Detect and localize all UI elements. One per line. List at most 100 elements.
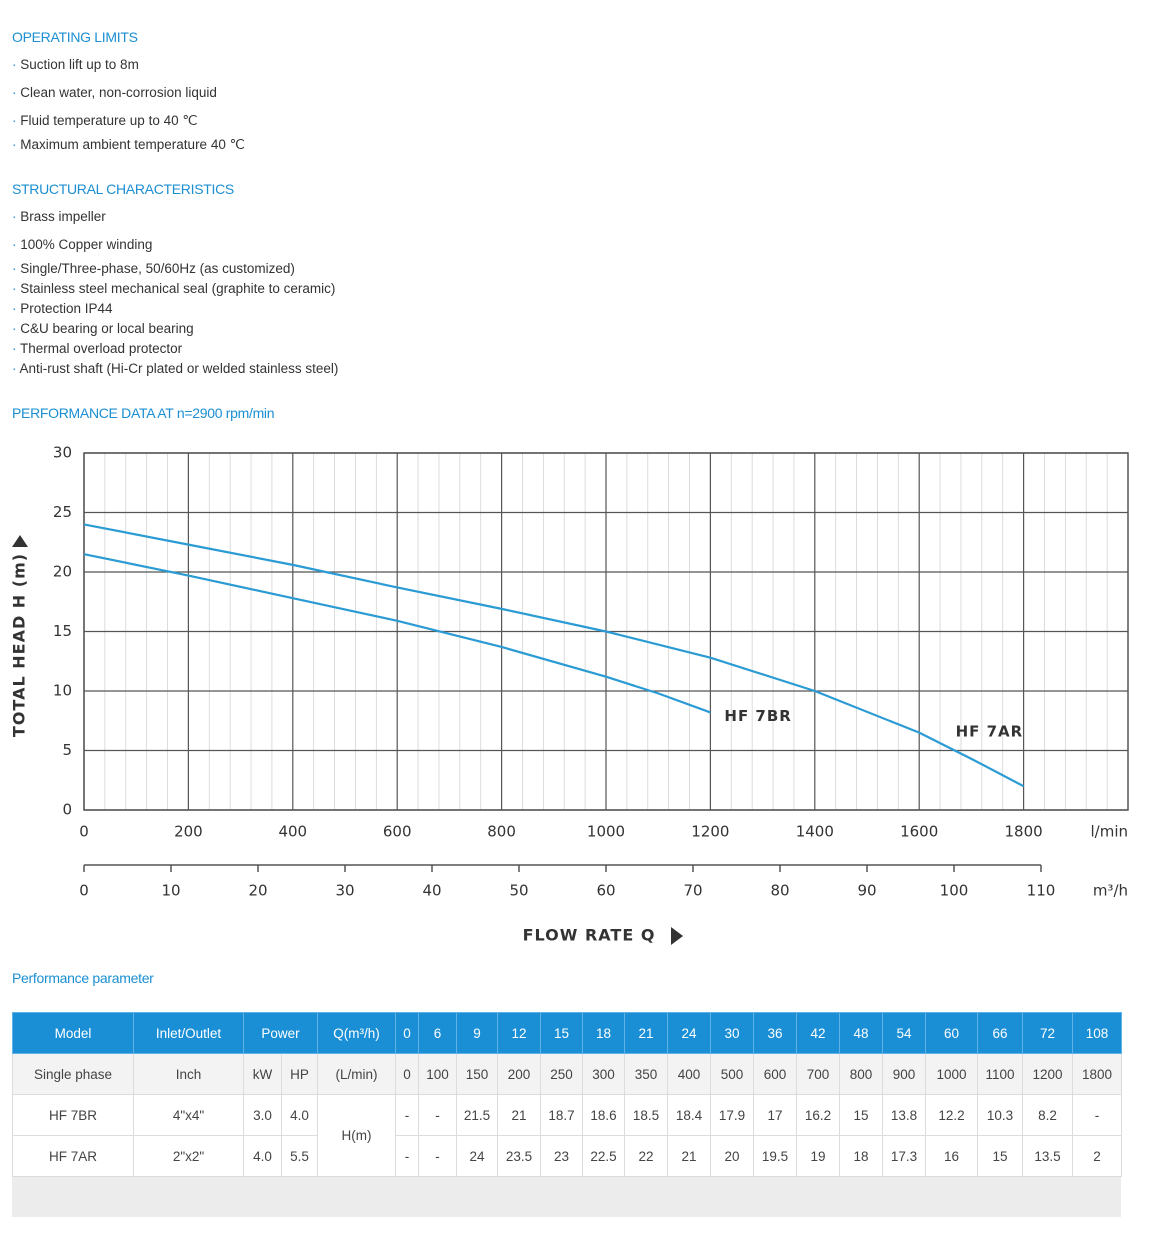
bullet-item: Fluid temperature up to 40 ℃: [12, 113, 197, 129]
x-tick-label: 1000: [587, 823, 625, 841]
header-cell: 6: [418, 1012, 458, 1054]
table-footer: [12, 1177, 1121, 1217]
value-cell: 16.2: [796, 1094, 841, 1136]
bullet-item: Anti-rust shaft (Hi-Cr plated or welded …: [12, 361, 339, 377]
value-cell: 17: [753, 1094, 798, 1136]
header-cell: 66: [977, 1012, 1024, 1054]
value-cell: 19.5: [753, 1135, 798, 1177]
value-cell: 10.3: [977, 1094, 1024, 1136]
data-row: HF 7BR 4"x4" 3.0 4.0 H(m) - -21.5 21 18.7 18.6 18.…: [12, 1094, 1123, 1177]
header-cell: 15: [540, 1012, 584, 1054]
arrow: [12, 535, 28, 547]
unit-cell: Inch: [133, 1053, 244, 1095]
bullet-item: Stainless steel mechanical seal (graphit…: [12, 281, 335, 297]
hp-cell: 4.0: [280, 1094, 319, 1136]
x2-tick-label: 30: [335, 882, 354, 900]
value-cell: 23.5: [497, 1135, 542, 1177]
unit-cell: 100: [418, 1053, 458, 1095]
table-title: Performance parameter: [12, 970, 154, 986]
y-tick-label: 25: [53, 503, 72, 521]
unit-cell: kW: [243, 1053, 282, 1095]
value-cell: 18.4: [667, 1094, 712, 1136]
unit-cell: 600: [753, 1053, 798, 1095]
section-title: OPERATING LIMITS: [12, 29, 138, 45]
unit-cell: 300: [582, 1053, 626, 1095]
value-cell: 16: [925, 1135, 979, 1177]
unit-cell: 1000: [925, 1053, 979, 1095]
unit-cell: (L/min): [317, 1053, 397, 1095]
value-cell: 18.5: [624, 1094, 669, 1136]
header-cell: 108: [1072, 1012, 1123, 1054]
value-cell: 13.8: [882, 1094, 927, 1136]
x2-tick-label: 60: [596, 882, 615, 900]
hp-cell: 5.5: [280, 1135, 319, 1177]
value-cell: 18: [839, 1135, 884, 1177]
value-cell: 22.5: [582, 1135, 626, 1177]
value-cell: 17.9: [710, 1094, 755, 1136]
arrow: [671, 927, 683, 945]
x2-tick-label: 50: [509, 882, 528, 900]
unit-cell: 0: [395, 1053, 420, 1095]
value-cell: 23: [540, 1135, 584, 1177]
parameter-table: Model Inlet/Outlet Power Q(m³/h) 0 6 9 12 15 18 21…: [12, 1012, 1123, 1177]
unit-cell: 1200: [1022, 1053, 1074, 1095]
section-title: STRUCTURAL CHARACTERISTICS: [12, 181, 234, 197]
x2-tick-label: 10: [161, 882, 180, 900]
series-label: HF 7BR: [724, 707, 791, 725]
x2-tick-label: 100: [940, 882, 969, 900]
x2-tick-label: 20: [248, 882, 267, 900]
y-tick-label: 0: [62, 801, 72, 819]
header-cell: 24: [667, 1012, 712, 1054]
y-tick-label: 10: [53, 682, 72, 700]
value-cell: 21.5: [456, 1094, 499, 1136]
value-cell: 22: [624, 1135, 669, 1177]
value-cell: 8.2: [1022, 1094, 1074, 1136]
series-label: HF 7AR: [956, 723, 1024, 741]
value-cell: 15: [839, 1094, 884, 1136]
unit-cell: 250: [540, 1053, 584, 1095]
header-cell: 21: [624, 1012, 669, 1054]
y-tick-label: 15: [53, 622, 72, 640]
unit-row: Single phase Inch kW HP (L/min) 0 100 150 200 250…: [12, 1053, 1123, 1095]
y-tick-label: 5: [62, 741, 72, 759]
header-cell: Power: [242, 1012, 319, 1054]
unit-cell: 350: [624, 1053, 669, 1095]
unit-cell: 900: [882, 1053, 927, 1095]
value-cell: -: [418, 1094, 458, 1136]
inlet-cell: 4"x4": [133, 1094, 244, 1136]
value-cell: 24: [456, 1135, 499, 1177]
value-cell: 17.3: [882, 1135, 927, 1177]
model-cell: HF 7AR: [12, 1135, 134, 1177]
header-cell: Q(m³/h): [317, 1012, 397, 1054]
value-cell: 13.5: [1022, 1135, 1074, 1177]
x-tick-label: 0: [79, 823, 89, 841]
value-cell: 21: [667, 1135, 712, 1177]
unit-cell: 700: [796, 1053, 841, 1095]
x-unit: l/min: [1090, 823, 1128, 841]
header-cell: Inlet/Outlet: [133, 1012, 244, 1054]
header-cell: 72: [1022, 1012, 1074, 1054]
bullet-item: 100% Copper winding: [12, 237, 152, 253]
unit-cell: 400: [667, 1053, 712, 1095]
head-unit-cell: H(m): [317, 1094, 397, 1177]
value-cell: 2: [1072, 1135, 1123, 1177]
header-cell: Model: [12, 1012, 134, 1054]
x-axis-label: FLOW RATE Q: [523, 926, 656, 945]
x-tick-label: 200: [174, 823, 203, 841]
header-cell: 54: [882, 1012, 927, 1054]
kw-cell: 4.0: [243, 1135, 282, 1177]
bullet-item: Brass impeller: [12, 209, 106, 225]
header-row: Model Inlet/Outlet Power Q(m³/h) 0 6 9 12 15 18 21…: [12, 1012, 1123, 1054]
unit-cell: 1800: [1072, 1053, 1123, 1095]
bullet-item: Single/Three-phase, 50/60Hz (as customiz…: [12, 261, 295, 277]
header-cell: 12: [497, 1012, 542, 1054]
unit-cell: HP: [280, 1053, 319, 1095]
header-cell: 9: [456, 1012, 499, 1054]
unit-cell: 150: [456, 1053, 499, 1095]
bullet-item: Suction lift up to 8m: [12, 57, 139, 73]
bullet-item: C&U bearing or local bearing: [12, 321, 193, 337]
bullet-item: Thermal overload protector: [12, 341, 182, 357]
y-tick-label: 30: [53, 444, 72, 462]
